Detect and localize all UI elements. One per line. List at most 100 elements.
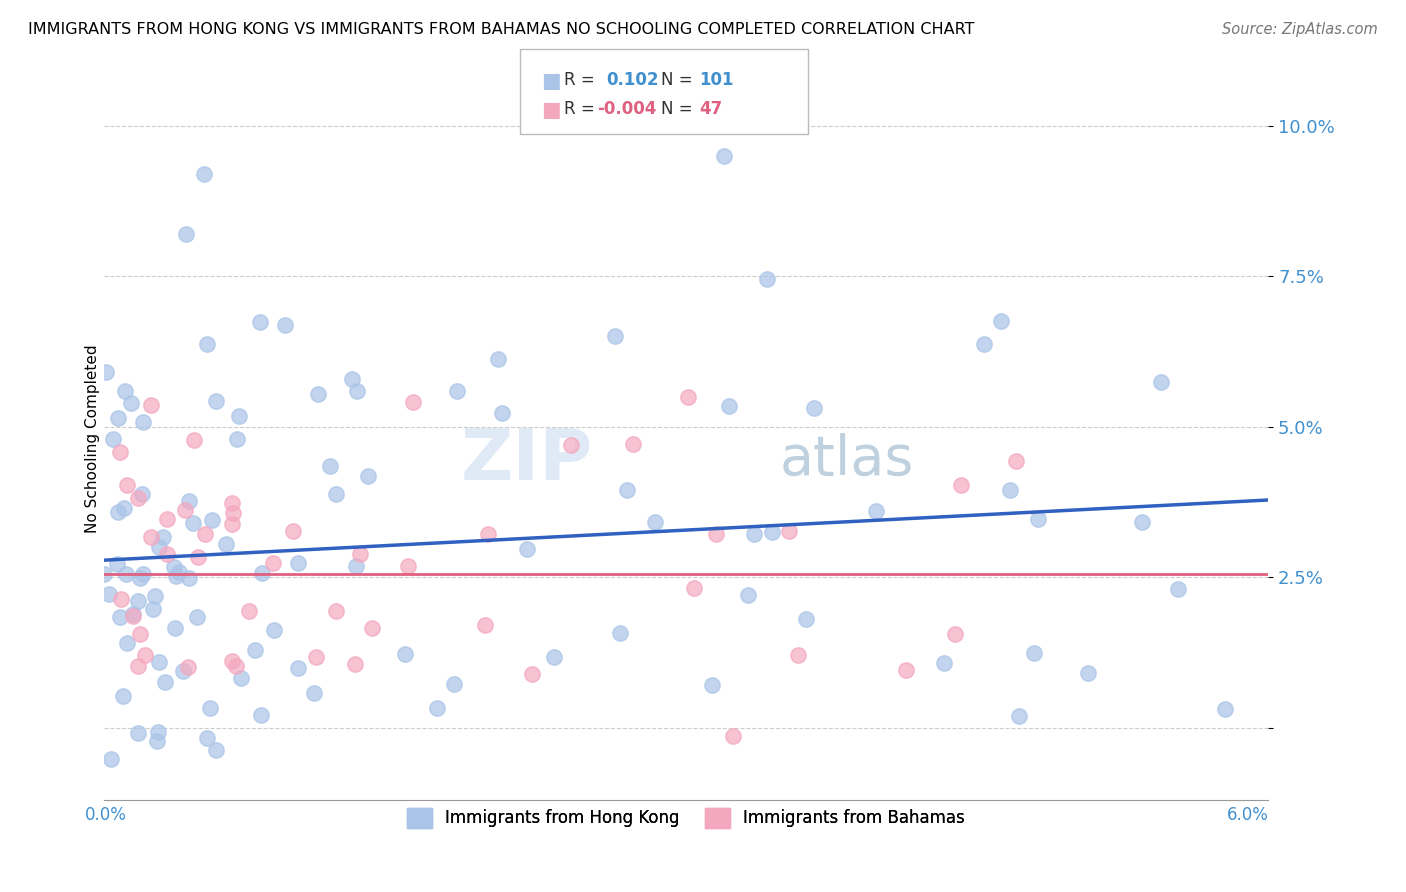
Point bbox=[120, 396, 142, 410]
Point bbox=[132, 416, 155, 430]
Point bbox=[932, 657, 955, 671]
Point bbox=[474, 618, 496, 632]
Point bbox=[238, 604, 260, 618]
Point bbox=[1008, 709, 1031, 723]
Point bbox=[516, 541, 538, 556]
Text: 101: 101 bbox=[699, 71, 734, 89]
Point bbox=[222, 506, 245, 520]
Point bbox=[894, 663, 917, 677]
Point bbox=[1028, 512, 1050, 526]
Point bbox=[228, 409, 250, 424]
Point bbox=[145, 589, 167, 603]
Point bbox=[122, 609, 145, 624]
Point bbox=[865, 503, 887, 517]
Point bbox=[172, 664, 194, 678]
Point bbox=[174, 503, 197, 517]
Point bbox=[778, 524, 800, 538]
Point bbox=[225, 659, 247, 673]
Point bbox=[156, 547, 179, 561]
Text: ZIP: ZIP bbox=[461, 425, 593, 495]
Point bbox=[127, 726, 149, 740]
Point bbox=[98, 587, 121, 601]
Point bbox=[786, 648, 808, 663]
Point bbox=[1150, 376, 1173, 390]
Point bbox=[111, 690, 134, 704]
Point bbox=[543, 649, 565, 664]
Point bbox=[491, 406, 513, 420]
Point bbox=[107, 505, 129, 519]
Point bbox=[1005, 454, 1028, 468]
Text: atlas: atlas bbox=[779, 434, 914, 487]
Text: 6.0%: 6.0% bbox=[1226, 805, 1268, 824]
Point bbox=[146, 734, 169, 748]
Point bbox=[129, 627, 152, 641]
Text: -0.004: -0.004 bbox=[598, 100, 657, 118]
Point bbox=[721, 730, 744, 744]
Text: 47: 47 bbox=[699, 100, 723, 118]
Point bbox=[128, 571, 150, 585]
Point bbox=[443, 677, 465, 691]
Point bbox=[183, 433, 205, 447]
Point bbox=[205, 394, 228, 409]
Point bbox=[115, 478, 138, 492]
Point bbox=[221, 654, 243, 668]
Point bbox=[187, 549, 209, 564]
Point bbox=[274, 318, 297, 332]
Point bbox=[761, 524, 783, 539]
Point bbox=[287, 557, 309, 571]
Point bbox=[281, 524, 304, 539]
Point bbox=[486, 352, 509, 367]
Point bbox=[112, 500, 135, 515]
Point bbox=[250, 708, 273, 723]
Point bbox=[426, 700, 449, 714]
Text: N =: N = bbox=[661, 100, 692, 118]
Point bbox=[357, 469, 380, 483]
Point bbox=[121, 607, 143, 621]
Text: R =: R = bbox=[564, 71, 595, 89]
Point bbox=[349, 548, 371, 562]
Point bbox=[134, 648, 156, 663]
Point bbox=[713, 149, 735, 163]
Point bbox=[744, 526, 766, 541]
Point bbox=[177, 494, 200, 508]
Point bbox=[195, 337, 218, 351]
Point bbox=[446, 384, 468, 398]
Point bbox=[603, 329, 626, 343]
Point bbox=[155, 675, 177, 690]
Y-axis label: No Schooling Completed: No Schooling Completed bbox=[86, 344, 100, 533]
Point bbox=[262, 556, 284, 570]
Point bbox=[156, 512, 179, 526]
Point bbox=[245, 643, 267, 657]
Point bbox=[702, 678, 724, 692]
Text: N =: N = bbox=[661, 71, 692, 89]
Point bbox=[1167, 582, 1189, 596]
Point bbox=[93, 566, 115, 581]
Point bbox=[1077, 665, 1099, 680]
Point bbox=[225, 433, 247, 447]
Point bbox=[718, 399, 741, 413]
Point bbox=[139, 398, 162, 412]
Point bbox=[167, 566, 190, 580]
Point bbox=[263, 624, 285, 638]
Point bbox=[560, 437, 582, 451]
Point bbox=[361, 621, 384, 635]
Point bbox=[990, 314, 1012, 328]
Point bbox=[520, 667, 543, 681]
Point bbox=[305, 650, 328, 665]
Point bbox=[706, 526, 728, 541]
Point bbox=[325, 487, 347, 501]
Point bbox=[307, 387, 329, 401]
Point bbox=[152, 530, 174, 544]
Point bbox=[803, 401, 825, 415]
Point bbox=[132, 567, 155, 582]
Point bbox=[737, 589, 759, 603]
Point bbox=[325, 604, 347, 618]
Point bbox=[127, 659, 149, 673]
Point bbox=[110, 591, 132, 606]
Point bbox=[949, 477, 972, 491]
Point bbox=[139, 530, 162, 544]
Point bbox=[146, 725, 169, 739]
Point bbox=[231, 671, 253, 685]
Point bbox=[287, 661, 309, 675]
Point bbox=[621, 436, 644, 450]
